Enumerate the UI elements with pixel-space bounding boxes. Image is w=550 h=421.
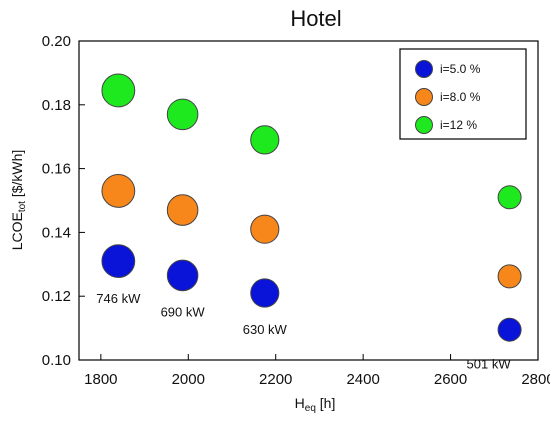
- y-tick-label: 0.16: [42, 161, 71, 178]
- bubble-series-0-point-2: [250, 278, 280, 308]
- y-axis-title-main: LCOE: [9, 212, 25, 250]
- x-axis-title-subscript: eq: [305, 403, 316, 414]
- bubble-series-1-point-0: [101, 174, 136, 208]
- y-tick-label: 0.18: [42, 97, 71, 114]
- bubble-series-0-point-3: [497, 317, 522, 342]
- x-tick-label: 2400: [346, 371, 379, 388]
- bubble-series-0-point-0: [101, 244, 136, 279]
- x-tick-label: 2000: [172, 371, 205, 388]
- x-tick-label: 1800: [84, 371, 117, 388]
- legend-marker-0: [415, 60, 433, 78]
- legend-marker-1: [415, 88, 433, 106]
- legend-label-1: i=8.0 %: [440, 90, 481, 104]
- bubble-series-2-point-1: [166, 98, 199, 131]
- x-axis-title: Heq [h]: [295, 395, 336, 414]
- bubble-series-0-point-1: [166, 259, 199, 292]
- y-axis-title-unit: [$/kWh]: [9, 150, 25, 201]
- x-axis-title-unit: [h]: [316, 395, 335, 411]
- x-tick-label: 2600: [434, 371, 467, 388]
- bubble-series-1-point-2: [250, 214, 280, 244]
- y-tick-label: 0.12: [42, 288, 71, 305]
- legend-label-0: i=5.0 %: [440, 62, 481, 76]
- y-tick-label: 0.10: [42, 352, 71, 369]
- capacity-annotation: 501 kW: [467, 357, 512, 372]
- y-tick-label: 0.20: [42, 33, 71, 50]
- x-axis-title-main: H: [295, 395, 305, 411]
- legend-label-2: i=12 %: [440, 118, 477, 132]
- bubble-series-2-point-2: [250, 125, 280, 155]
- capacity-annotations: 746 kW 690 kW 630 kW 501 kW: [96, 291, 511, 372]
- capacity-annotation: 690 kW: [161, 304, 206, 319]
- x-tick-label: 2200: [259, 371, 292, 388]
- legend-marker-2: [415, 116, 433, 134]
- legend: i=5.0 % i=8.0 % i=12 %: [399, 48, 527, 140]
- bubble-series: [101, 73, 522, 342]
- bubble-series-1-point-3: [497, 264, 522, 289]
- bubble-series-2-point-0: [101, 73, 136, 108]
- plot-area: [78, 40, 539, 361]
- y-axis-title-subscript: tot: [17, 201, 28, 212]
- y-axis: 0.10 0.12 0.14 0.16 0.18 0.20: [42, 33, 85, 369]
- chart-title: Hotel: [290, 6, 341, 31]
- legend-frame: [399, 48, 527, 140]
- capacity-annotation: 630 kW: [243, 322, 288, 337]
- y-tick-label: 0.14: [42, 224, 71, 241]
- capacity-annotation: 746 kW: [96, 291, 141, 306]
- bubble-series-1-point-1: [166, 194, 199, 226]
- bubble-series-2-point-3: [497, 185, 522, 210]
- y-axis-title: LCOEtot [$/kWh]: [9, 150, 28, 251]
